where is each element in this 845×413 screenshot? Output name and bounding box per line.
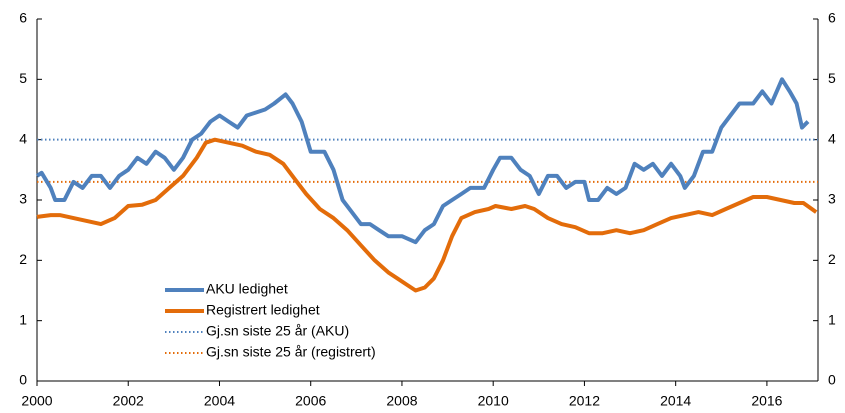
legend-label: Registrert ledighet (206, 302, 320, 318)
x-tick-label: 2012 (569, 393, 600, 409)
y-tick-label: 2 (19, 251, 27, 267)
y-tick-label: 0 (19, 372, 27, 388)
y-tick-label: 5 (19, 70, 27, 86)
y2-tick-label: 6 (828, 10, 836, 26)
x-tick-label: 2008 (386, 393, 417, 409)
legend-label: Gj.sn siste 25 år (registrert) (206, 344, 376, 360)
y2-tick-label: 0 (828, 372, 836, 388)
y2-tick-label: 5 (828, 70, 836, 86)
y-tick-label: 6 (19, 10, 27, 26)
x-tick-label: 2004 (204, 393, 235, 409)
y2-tick-label: 3 (828, 191, 836, 207)
y-tick-label: 1 (19, 311, 27, 327)
x-tick-label: 2002 (113, 393, 144, 409)
x-tick-label: 2016 (751, 393, 782, 409)
x-tick-label: 2010 (478, 393, 509, 409)
x-tick-label: 2014 (660, 393, 691, 409)
legend-label: Gj.sn siste 25 år (AKU) (206, 323, 349, 339)
x-tick-label: 2000 (21, 393, 52, 409)
legend-label: AKU ledighet (206, 281, 288, 297)
y2-tick-label: 4 (828, 130, 836, 146)
x-tick-label: 2006 (295, 393, 326, 409)
series-line (35, 77, 810, 245)
y2-tick-label: 1 (828, 311, 836, 327)
y-tick-label: 4 (19, 130, 27, 146)
y-tick-label: 3 (19, 191, 27, 207)
series-line (36, 137, 818, 293)
y2-tick-label: 2 (828, 251, 836, 267)
